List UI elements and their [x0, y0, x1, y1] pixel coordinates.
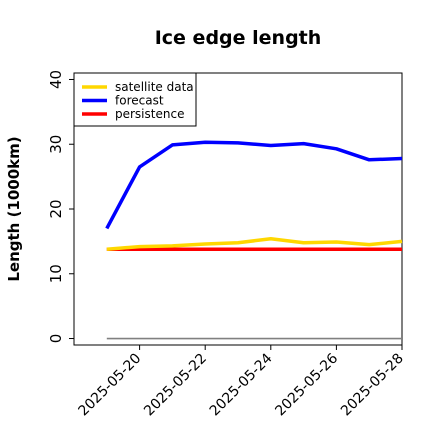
legend-label: satellite data — [115, 80, 194, 94]
x-tick-label: 2025-05-22 — [141, 351, 210, 420]
x-tick-label: 2025-05-24 — [207, 350, 276, 419]
legend-label: forecast — [115, 94, 164, 108]
series-line-forecast — [105, 140, 403, 230]
chart-title: Ice edge length — [155, 27, 322, 49]
x-tick-label: 2025-05-20 — [76, 351, 145, 420]
y-axis-label: Length (1000km) — [5, 136, 23, 281]
y-tick-label: 10 — [47, 264, 65, 283]
y-tick-label: 40 — [47, 70, 65, 89]
y-tick-label: 30 — [47, 135, 65, 154]
x-tick-label: 2025-05-26 — [272, 350, 341, 419]
y-tick-label: 20 — [47, 199, 65, 218]
legend-label: persistence — [115, 107, 184, 121]
series-line-satellite-data — [106, 237, 403, 251]
x-tick-label: 2025-05-28 — [338, 351, 407, 420]
y-tick-label: 0 — [47, 334, 65, 344]
